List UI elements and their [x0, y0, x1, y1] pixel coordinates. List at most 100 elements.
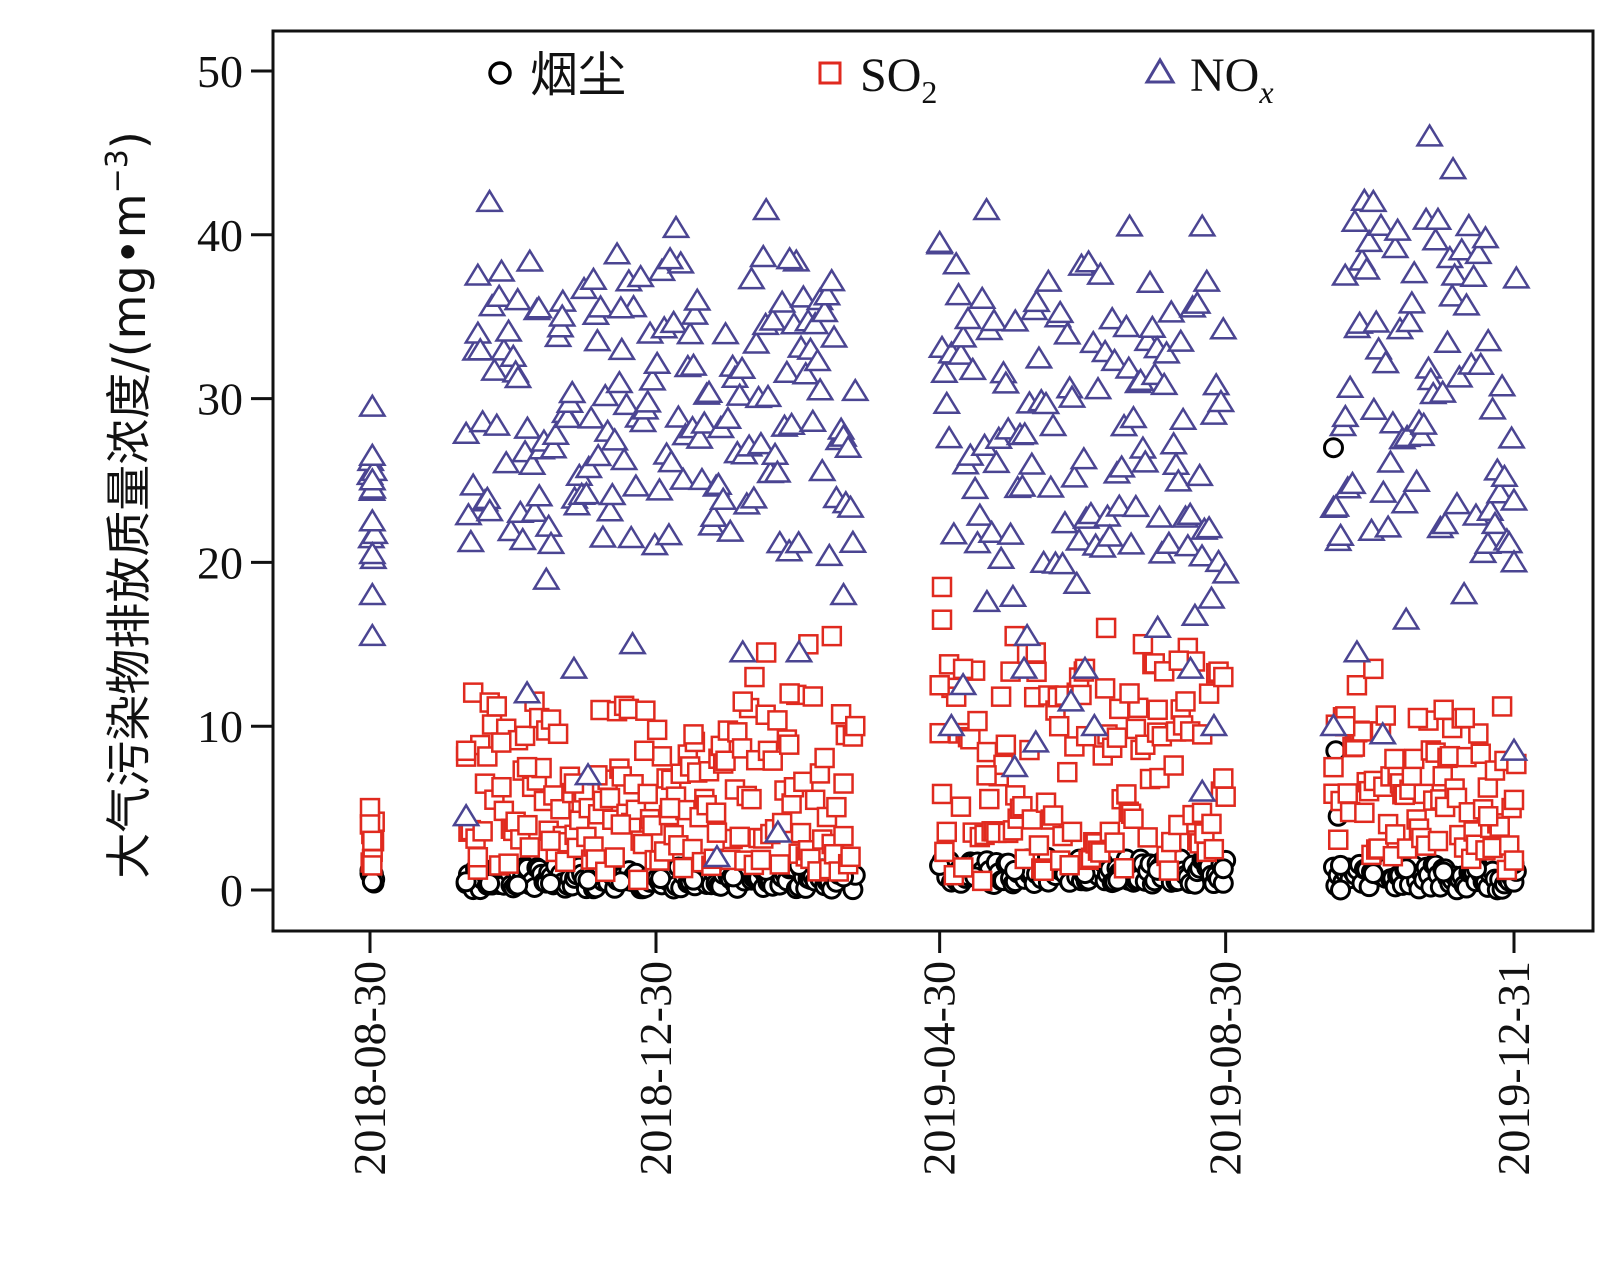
point-nox	[1438, 155, 1468, 180]
point-nox	[812, 282, 842, 306]
point-nox	[1452, 292, 1481, 316]
point-nox	[1036, 474, 1066, 498]
point-nox	[1499, 549, 1529, 573]
point-smoke	[1322, 437, 1344, 459]
point-nox	[605, 369, 634, 394]
point-so2	[1482, 837, 1503, 859]
point-nox	[463, 320, 493, 344]
point-nox	[772, 359, 802, 384]
point-so2	[821, 625, 843, 647]
point-so2	[1454, 707, 1476, 729]
point-nox	[791, 361, 821, 385]
point-nox	[1182, 290, 1212, 314]
point-nox	[1022, 288, 1051, 313]
point-nox	[475, 188, 504, 213]
point-nox	[1473, 530, 1503, 555]
point-nox	[814, 542, 844, 567]
point-nox	[1415, 123, 1444, 147]
point-nox	[1056, 688, 1086, 712]
point-nox	[1331, 403, 1360, 428]
point-so2	[732, 691, 753, 712]
point-nox	[1078, 329, 1108, 354]
legend-marker	[1144, 57, 1176, 84]
point-nox	[1206, 388, 1236, 413]
point-nox	[1166, 328, 1196, 352]
point-nox	[1399, 259, 1429, 284]
point-nox	[358, 467, 387, 491]
point-nox	[1185, 462, 1214, 487]
point-nox	[1130, 449, 1160, 473]
x-tick-label: 2019-04-30	[914, 961, 965, 1176]
point-nox	[1000, 753, 1030, 778]
point-nox	[925, 229, 954, 254]
point-nox	[1161, 451, 1191, 475]
point-so2	[683, 724, 704, 745]
point-so2	[1059, 854, 1080, 876]
plot-marks	[355, 123, 1531, 901]
point-nox	[937, 712, 966, 737]
point-nox	[358, 442, 387, 466]
point-nox	[588, 524, 618, 548]
point-nox	[1156, 299, 1186, 323]
point-nox	[659, 309, 688, 334]
point-nox	[1180, 602, 1210, 626]
point-nox	[967, 285, 997, 310]
point-nox	[977, 519, 1006, 544]
point-nox	[711, 320, 740, 345]
point-nox	[668, 466, 698, 490]
point-nox	[1112, 313, 1141, 338]
point-nox	[480, 357, 509, 381]
point-nox	[746, 430, 776, 455]
point-so2	[1094, 678, 1116, 699]
point-nox	[1201, 371, 1231, 396]
point-nox	[758, 307, 788, 331]
point-nox	[753, 383, 783, 408]
point-so2	[1375, 705, 1396, 726]
point-nox	[539, 435, 568, 459]
point-so2	[1351, 721, 1373, 742]
point-so2	[802, 686, 824, 707]
point-nox	[606, 295, 636, 319]
point-so2	[790, 822, 812, 844]
point-nox	[1119, 404, 1148, 429]
point-nox	[1359, 396, 1389, 421]
point-nox	[1499, 737, 1529, 761]
point-nox	[583, 442, 613, 467]
point-nox	[524, 483, 554, 507]
point-so2	[519, 837, 541, 858]
point-nox	[512, 680, 542, 704]
point-nox	[517, 451, 547, 475]
legend-label: 烟尘	[530, 47, 626, 103]
point-nox	[1149, 371, 1179, 396]
point-nox	[1407, 422, 1436, 447]
point-nox	[702, 843, 732, 868]
point-nox	[482, 412, 512, 436]
point-so2	[599, 787, 621, 809]
point-so2	[635, 700, 656, 721]
point-nox	[638, 367, 667, 391]
point-so2	[1158, 860, 1180, 881]
point-so2	[706, 822, 728, 843]
point-so2	[814, 747, 835, 769]
point-nox	[1173, 532, 1203, 557]
point-nox	[763, 459, 792, 483]
point-so2	[1042, 805, 1064, 826]
point-nox	[1321, 493, 1351, 517]
point-nox	[1021, 729, 1051, 753]
point-smoke	[1330, 879, 1352, 901]
point-nox	[1485, 480, 1515, 504]
point-nox	[767, 289, 797, 313]
point-so2	[472, 821, 493, 842]
point-nox	[810, 298, 839, 323]
point-nox	[725, 382, 755, 406]
point-nox	[1024, 345, 1054, 369]
point-nox	[1397, 290, 1427, 314]
point-so2	[1213, 666, 1234, 688]
point-so2	[1057, 761, 1078, 783]
point-nox	[939, 521, 969, 545]
point-nox	[986, 545, 1016, 569]
point-so2	[455, 740, 477, 762]
point-nox	[1497, 425, 1526, 449]
y-axis-label-superscript: −3	[100, 149, 135, 193]
point-nox	[739, 485, 769, 509]
